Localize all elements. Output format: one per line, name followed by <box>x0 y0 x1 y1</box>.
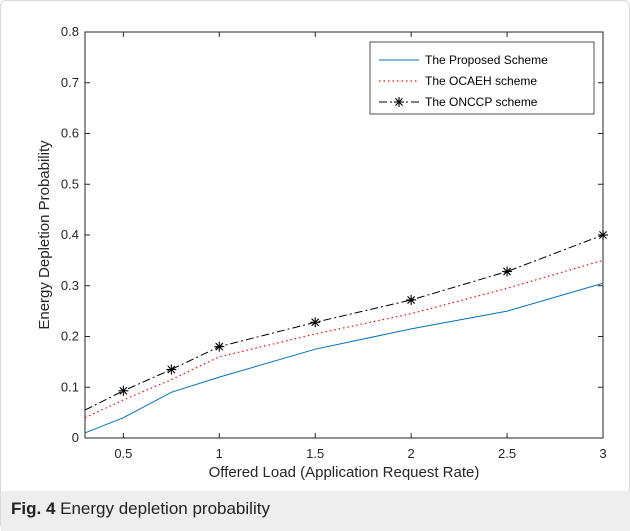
asterisk-stroke <box>119 386 128 395</box>
x-axis-title: Offered Load (Application Request Rate) <box>209 464 480 481</box>
y-tick-label: 0.6 <box>61 126 79 141</box>
x-axis-ticks: 0.5 1 1.5 2 2.5 3 <box>114 32 607 461</box>
series-layer <box>84 230 608 434</box>
line-chart: 0.5 1 1.5 2 2.5 3 0 0.1 0.2 0.3 0.4 0.5 0.6 0.7 0.8 O… <box>36 24 608 481</box>
data-point-marker <box>406 294 417 305</box>
data-point-marker <box>502 266 513 277</box>
data-point-marker <box>214 341 225 352</box>
legend: The Proposed Scheme The OCAEH scheme The O… <box>369 41 595 115</box>
asterisk-stroke <box>311 318 320 327</box>
x-tick-label: 3 <box>599 446 606 461</box>
legend-label-3: The ONCCP scheme <box>425 95 538 109</box>
series-line-3 <box>84 234 604 411</box>
y-axis-ticks: 0 0.1 0.2 0.3 0.4 0.5 0.6 0.7 0.8 <box>61 24 603 445</box>
figure-caption-text: Energy depletion probability <box>60 499 270 518</box>
asterisk-stroke <box>599 231 607 239</box>
series-line-1 <box>84 282 604 434</box>
asterisk-stroke <box>215 342 224 351</box>
x-tick-label: 1 <box>216 446 223 461</box>
y-tick-label: 0.2 <box>61 329 79 344</box>
y-tick-label: 0 <box>72 430 79 445</box>
figure-caption: Fig. 4 Energy depletion probability <box>1 491 630 531</box>
data-point-marker <box>166 364 177 375</box>
y-tick-label: 0.7 <box>61 75 79 90</box>
legend-label-1: The Proposed Scheme <box>425 53 548 67</box>
y-tick-label: 0.5 <box>61 176 79 191</box>
y-tick-label: 0.3 <box>61 278 79 293</box>
series-line-2 <box>84 259 604 419</box>
y-axis-title: Energy Depletion Probability <box>36 140 53 330</box>
x-tick-label: 0.5 <box>114 446 132 461</box>
data-point-marker <box>310 317 321 328</box>
asterisk-stroke <box>167 365 176 374</box>
x-tick-label: 1.5 <box>306 446 324 461</box>
data-point-marker <box>118 385 129 396</box>
asterisk-stroke <box>407 295 416 304</box>
x-tick-label: 2.5 <box>498 446 516 461</box>
x-tick-label: 2 <box>408 446 415 461</box>
data-point-marker <box>598 230 608 240</box>
y-tick-label: 0.1 <box>61 379 79 394</box>
figure-caption-label: Fig. 4 <box>11 499 56 518</box>
y-tick-label: 0.8 <box>61 24 79 39</box>
asterisk-stroke <box>395 98 403 106</box>
legend-label-2: The OCAEH scheme <box>425 74 537 88</box>
legend-marker <box>394 97 404 107</box>
asterisk-stroke <box>503 267 512 276</box>
y-tick-label: 0.4 <box>61 227 79 242</box>
